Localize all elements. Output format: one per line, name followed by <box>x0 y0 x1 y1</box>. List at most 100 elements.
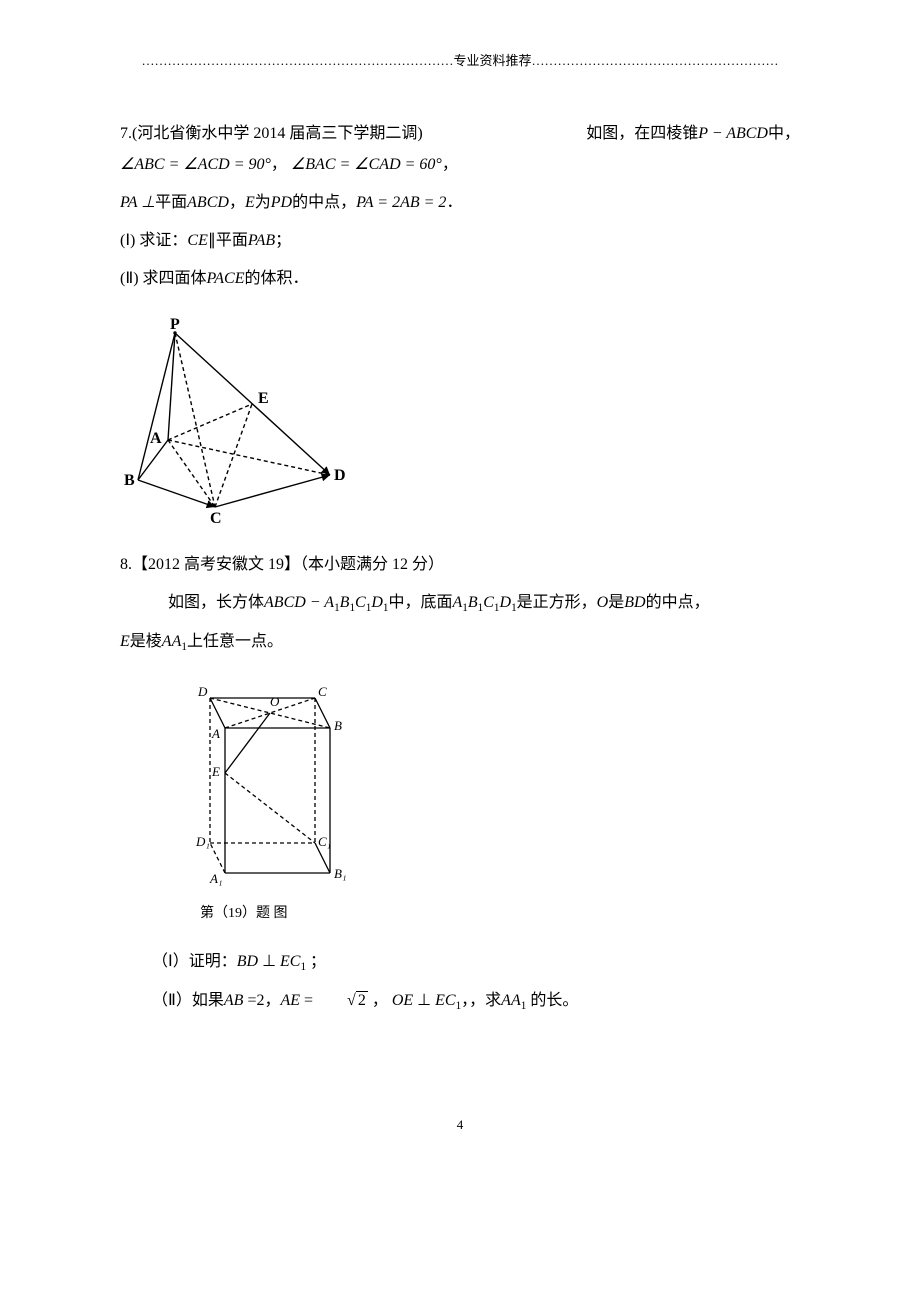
q7-p1end: ； <box>275 232 291 249</box>
q8-l1m2b: B <box>468 594 478 611</box>
q8-p2b: =2， <box>247 992 280 1009</box>
q8-p1bd: BD <box>237 953 258 970</box>
page-header: ………………………………………………………………专业资料推荐…………………………… <box>120 50 800 69</box>
q7-l3abcd: ABCD <box>187 194 229 211</box>
q7-figure: P A B C D E <box>120 315 800 525</box>
q7-label-C: C <box>210 510 222 525</box>
q7-l3e: E <box>245 194 255 211</box>
q7-l3be: 为 <box>255 194 271 211</box>
q8-figure: D C B A O E D₁ C₁ B₁ A₁ 第（19）题 图 <box>170 678 800 922</box>
q8-lbl-A1: A₁ <box>209 871 222 886</box>
q8-lbl-E: E <box>211 764 220 779</box>
q8-p2oe: OE <box>392 992 413 1009</box>
q8-lbl-B: B <box>334 718 342 733</box>
q8-p2ec: EC <box>435 992 455 1009</box>
q8-caption: 第（19）题 图 <box>200 902 800 922</box>
q7-part1: (Ⅰ) 求证：CE∥平面PAB； <box>120 225 800 257</box>
q8-p1: （Ⅰ）证明：BD ⊥ EC1 ； <box>120 946 800 979</box>
q8-lbl-C1: C₁ <box>318 834 331 849</box>
q8-lbl-C: C <box>318 684 327 699</box>
q8-l1o: O <box>597 594 609 611</box>
q8-l1m1: ABCD − A <box>264 594 334 611</box>
q8-l1e: 的中点， <box>646 594 710 611</box>
q7-l3eq: PA = 2AB = 2 <box>356 194 446 211</box>
q8-p2ae: AE <box>280 992 300 1009</box>
q7-l3mid: 的中点， <box>292 194 356 211</box>
header-dots-left: ……………………………………………………………… <box>141 53 453 68</box>
q8-sqrt: √2 <box>313 985 368 1017</box>
q7-p2end: 的体积． <box>244 270 308 287</box>
q7-p1plane: 平面 <box>216 232 248 249</box>
q8-l1m2c: C <box>483 594 494 611</box>
q7-tail: 如图，在四棱锥P − ABCD中， <box>586 119 800 143</box>
header-dots-right: ………………………………………………… <box>532 53 779 68</box>
q8-l1b: 中，底面 <box>388 594 452 611</box>
q8-l2a: 是棱 <box>130 633 162 650</box>
q8-lbl-A: A <box>211 726 220 741</box>
q8-p2: （Ⅱ）如果AB =2，AE =√2 ， OE ⊥ EC1，，求AA1 的长。 <box>120 985 800 1018</box>
q7-p1ce: CE <box>187 232 207 249</box>
q8-l1d: 是 <box>608 594 624 611</box>
q8-p2e: 的长。 <box>526 992 578 1009</box>
q8-svg: D C B A O E D₁ C₁ B₁ A₁ <box>170 678 350 898</box>
q7-label-E: E <box>258 390 269 407</box>
q8-p2perp: ⊥ <box>417 992 431 1009</box>
q8-l1bd: BD <box>624 594 645 611</box>
q8-p2d: ，，求 <box>461 992 501 1009</box>
q8-lbl-O: O <box>270 694 280 709</box>
q8-line1: 如图，长方体ABCD − A1B1C1D1中，底面A1B1C1D1是正方形，O是… <box>120 587 800 620</box>
q8-l2b: 上任意一点。 <box>187 633 283 650</box>
q7-end1: ， <box>442 156 458 173</box>
q7-tail-cn1: 如图，在四棱锥 <box>586 125 698 142</box>
q7-label-B: B <box>124 472 135 489</box>
q7-line2: ∠ABC = ∠ACD = 90°， ∠BAC = ∠CAD = 60°， <box>120 149 800 181</box>
q7-eq1a: ∠ABC = ∠ACD = 90° <box>120 156 271 173</box>
page-number: 4 <box>120 1117 800 1133</box>
q8-p2eq: = <box>304 992 313 1009</box>
q7-sep1: ， <box>271 156 287 173</box>
q8-l1m2a: A <box>452 594 462 611</box>
q7-eq1b: ∠BAC = ∠CAD = 60° <box>291 156 442 173</box>
q7-line3: PA ⊥平面ABCD，E为PD的中点，PA = 2AB = 2． <box>120 187 800 219</box>
q8-l1m1c: C <box>355 594 366 611</box>
q8-p1ec: EC <box>280 953 300 970</box>
q7-prefix: 7.(河北省衡水中学 2014 届高三下学期二调) <box>120 119 423 143</box>
q7-l3pd: PD <box>271 194 292 211</box>
q8-lbl-D: D <box>197 684 208 699</box>
q7-p1pab: PAB <box>248 232 275 249</box>
q7-p1a: (Ⅰ) 求证： <box>120 232 187 249</box>
q8-title-text: 8.【2012 高考安徽文 19】（本小题满分 12 分） <box>120 556 444 573</box>
q8-l1c: 是正方形， <box>517 594 597 611</box>
q8-lbl-B1: B₁ <box>334 866 346 881</box>
q7-p2pace: PACE <box>207 270 245 287</box>
q7-label-A: A <box>150 430 162 447</box>
q7-line1: 7.(河北省衡水中学 2014 届高三下学期二调) 如图，在四棱锥P − ABC… <box>120 119 800 143</box>
q7-p1par: ∥ <box>208 232 216 249</box>
q7-l3sep1: ， <box>229 194 245 211</box>
q7-label-D: D <box>334 467 346 484</box>
header-label: 专业资料推荐 <box>453 53 531 68</box>
q7-part2: (Ⅱ) 求四面体PACE的体积． <box>120 263 800 295</box>
q8-line2: E是棱AA1上任意一点。 <box>120 626 800 659</box>
q8-l2aa: AA <box>162 633 182 650</box>
q8-p2rad: 2 <box>356 991 368 1009</box>
q7-p2a: (Ⅱ) 求四面体 <box>120 270 207 287</box>
q7-l3plane: 平面 <box>155 194 187 211</box>
q8-p2a: （Ⅱ）如果 <box>152 992 224 1009</box>
q7-label-P: P <box>170 316 180 333</box>
q7-tail-math: P − ABCD <box>698 125 768 142</box>
q7-tail-cn2: 中， <box>768 125 800 142</box>
q8-l1m2d: D <box>500 594 512 611</box>
q7-l3end: ． <box>446 194 462 211</box>
q8-p2aa: AA <box>501 992 521 1009</box>
q8-l1m1b: B <box>340 594 350 611</box>
q8-title: 8.【2012 高考安徽文 19】（本小题满分 12 分） <box>120 549 800 581</box>
q8-p2c: ， <box>368 992 392 1009</box>
q7-l3a: PA ⊥ <box>120 194 155 211</box>
q8-l1a: 如图，长方体 <box>168 594 264 611</box>
q8-p1perp: ⊥ <box>262 953 276 970</box>
q8-p1a: （Ⅰ）证明： <box>152 953 237 970</box>
q8-lbl-D1: D₁ <box>195 834 210 849</box>
q8-p1end: ； <box>306 953 326 970</box>
q8-l2e: E <box>120 633 130 650</box>
